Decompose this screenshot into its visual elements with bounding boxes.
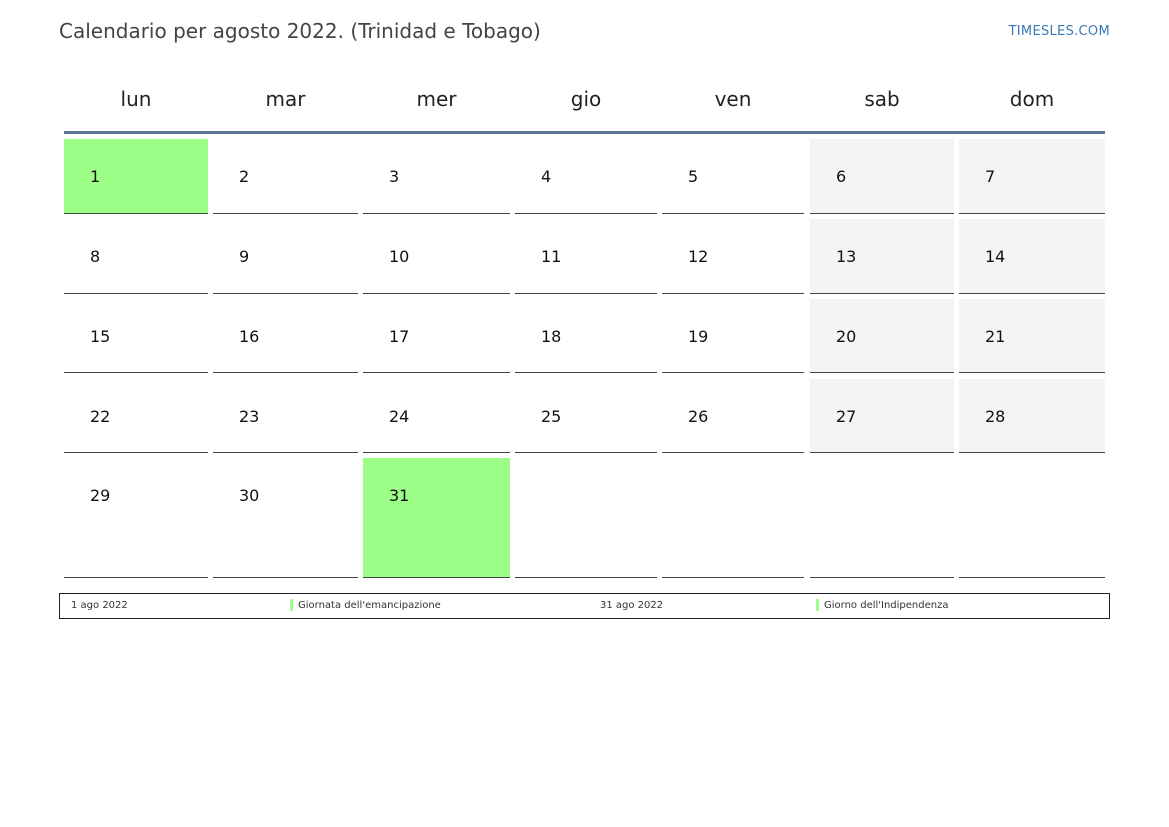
weekday-header: lun mar mer gio ven sab dom (64, 70, 1105, 130)
day-number: 19 (688, 327, 709, 346)
day-cell-5[interactable]: 5 (662, 139, 804, 214)
day-number: 3 (389, 167, 400, 186)
day-cell-24[interactable]: 24 (363, 379, 510, 453)
day-cell-10[interactable]: 10 (363, 219, 510, 294)
day-cell-21[interactable]: 21 (959, 299, 1105, 373)
day-cell-7[interactable]: 7 (959, 139, 1105, 214)
day-number: 26 (688, 407, 709, 426)
day-cell-26[interactable]: 26 (662, 379, 804, 453)
day-cell-3[interactable]: 3 (363, 139, 510, 214)
weekday-lun: lun (120, 87, 152, 111)
day-cell-15[interactable]: 15 (64, 299, 208, 373)
day-cell-25[interactable]: 25 (515, 379, 657, 453)
day-number: 4 (541, 167, 552, 186)
day-number: 18 (541, 327, 562, 346)
legend-date: 31 ago 2022 (600, 600, 664, 611)
day-number: 25 (541, 407, 562, 426)
day-cell-17[interactable]: 17 (363, 299, 510, 373)
day-cell-30[interactable]: 30 (213, 458, 358, 578)
weekday-mar: mar (265, 87, 306, 111)
legend-holiday-label: Giorno dell'Indipendenza (824, 600, 949, 611)
day-cell-20[interactable]: 20 (810, 299, 954, 373)
day-cell-23[interactable]: 23 (213, 379, 358, 453)
day-cell-31[interactable]: 31 (363, 458, 510, 578)
day-number: 29 (90, 486, 111, 505)
legend-date: 1 ago 2022 (71, 600, 128, 611)
legend-color-swatch (290, 599, 293, 611)
day-number: 31 (389, 486, 410, 505)
brand-link[interactable]: TIMESLES.COM (1008, 24, 1110, 39)
day-number: 17 (389, 327, 410, 346)
day-number: 30 (239, 486, 260, 505)
day-number: 11 (541, 247, 562, 266)
day-number: 14 (985, 247, 1006, 266)
weekday-gio: gio (570, 87, 602, 111)
day-number: 2 (239, 167, 250, 186)
day-cell-19[interactable]: 19 (662, 299, 804, 373)
day-cell-13[interactable]: 13 (810, 219, 954, 294)
day-number: 16 (239, 327, 260, 346)
day-number: 10 (389, 247, 410, 266)
day-number: 22 (90, 407, 111, 426)
calendar-grid: 1 2 3 4 5 6 7 8 9 10 11 12 13 14 15 16 17 18 19 20 21 22 23 24 2… (64, 139, 1105, 578)
weekday-dom: dom (1009, 87, 1055, 111)
day-number: 15 (90, 327, 111, 346)
day-cell-empty (662, 458, 804, 578)
day-number: 23 (239, 407, 260, 426)
day-cell-2[interactable]: 2 (213, 139, 358, 214)
day-cell-12[interactable]: 12 (662, 219, 804, 294)
day-cell-6[interactable]: 6 (810, 139, 954, 214)
day-number: 28 (985, 407, 1006, 426)
day-cell-16[interactable]: 16 (213, 299, 358, 373)
day-cell-27[interactable]: 27 (810, 379, 954, 453)
day-cell-empty (810, 458, 954, 578)
day-number: 20 (836, 327, 857, 346)
day-cell-22[interactable]: 22 (64, 379, 208, 453)
day-cell-18[interactable]: 18 (515, 299, 657, 373)
day-cell-4[interactable]: 4 (515, 139, 657, 214)
day-number: 9 (239, 247, 250, 266)
day-number: 24 (389, 407, 410, 426)
day-cell-1[interactable]: 1 (64, 139, 208, 214)
day-number: 21 (985, 327, 1006, 346)
header-divider (64, 131, 1105, 134)
day-number: 12 (688, 247, 709, 266)
day-cell-empty (959, 458, 1105, 578)
weekday-mer: mer (416, 87, 457, 111)
day-number: 6 (836, 167, 847, 186)
legend-holiday-label: Giornata dell'emancipazione (298, 600, 441, 611)
day-cell-29[interactable]: 29 (64, 458, 208, 578)
holiday-legend: 1 ago 2022 Giornata dell'emancipazione 31 … (59, 593, 1110, 619)
day-number: 7 (985, 167, 996, 186)
legend-color-swatch (816, 599, 819, 611)
day-cell-8[interactable]: 8 (64, 219, 208, 294)
day-cell-empty (515, 458, 657, 578)
day-cell-11[interactable]: 11 (515, 219, 657, 294)
page-title: Calendario per agosto 2022. (Trinidad e … (59, 19, 541, 43)
day-cell-9[interactable]: 9 (213, 219, 358, 294)
day-number: 27 (836, 407, 857, 426)
day-number: 5 (688, 167, 699, 186)
day-cell-14[interactable]: 14 (959, 219, 1105, 294)
legend-holiday-name: Giorno dell'Indipendenza (816, 599, 949, 611)
weekday-ven: ven (714, 87, 752, 111)
day-number: 1 (90, 167, 101, 186)
day-number: 13 (836, 247, 857, 266)
day-number: 8 (90, 247, 101, 266)
legend-holiday-name: Giornata dell'emancipazione (290, 599, 441, 611)
day-cell-28[interactable]: 28 (959, 379, 1105, 453)
weekday-sab: sab (864, 87, 900, 111)
